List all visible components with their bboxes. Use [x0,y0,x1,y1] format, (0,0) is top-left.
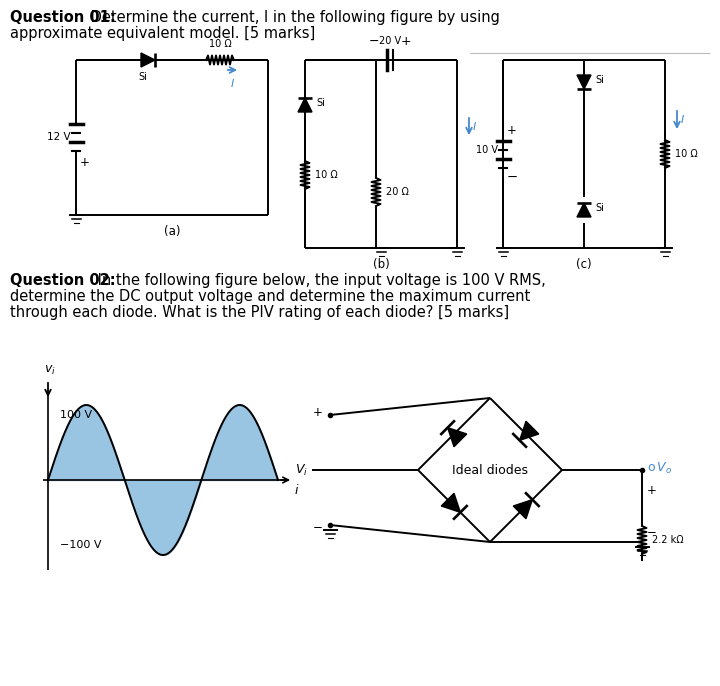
Text: 2.2 kΩ: 2.2 kΩ [652,535,683,545]
Text: I: I [473,122,476,132]
Text: Determine the current, I in the following figure by using: Determine the current, I in the followin… [86,10,500,25]
Text: o$\,V_o$: o$\,V_o$ [647,460,672,475]
Text: 10 Ω: 10 Ω [209,39,231,49]
Polygon shape [441,493,460,512]
Text: (b): (b) [373,258,390,271]
Text: −: − [369,35,379,48]
Text: 20 Ω: 20 Ω [386,187,409,197]
Text: −: − [507,171,518,183]
Text: +: + [647,484,657,497]
Text: determine the DC output voltage and determine the maximum current: determine the DC output voltage and dete… [10,289,530,304]
Polygon shape [141,53,155,67]
Polygon shape [520,421,539,440]
Text: +: + [80,156,90,169]
Text: −: − [647,526,657,539]
Text: 12 V: 12 V [48,132,71,142]
Text: Ideal diodes: Ideal diodes [452,464,528,477]
Text: +: + [313,407,323,420]
Polygon shape [577,203,591,217]
Text: +: + [507,124,517,137]
Text: −100 V: −100 V [60,540,102,550]
Text: 10 Ω: 10 Ω [675,149,698,159]
Text: +: + [401,35,411,48]
Text: Si: Si [595,75,604,85]
Text: 10 Ω: 10 Ω [315,170,338,180]
Text: 100 V: 100 V [60,410,92,420]
Text: 20 V: 20 V [379,36,401,46]
Text: I: I [230,79,233,89]
Polygon shape [513,499,532,519]
Text: 10 V: 10 V [476,145,498,155]
Text: $V_i$: $V_i$ [295,462,308,477]
Text: I: I [681,115,684,125]
Polygon shape [577,75,591,89]
Polygon shape [448,427,467,447]
Text: through each diode. What is the PIV rating of each diode? [5 marks]: through each diode. What is the PIV rati… [10,305,509,320]
Text: (c): (c) [576,258,592,271]
Polygon shape [298,98,312,112]
Text: $v_i$: $v_i$ [44,364,55,377]
Text: Si: Si [316,98,325,108]
Text: Question 01:: Question 01: [10,10,116,25]
Text: approximate equivalent model. [5 marks]: approximate equivalent model. [5 marks] [10,26,315,41]
Text: (a): (a) [163,225,180,238]
Text: In the following figure below, the input voltage is 100 V RMS,: In the following figure below, the input… [93,273,546,288]
Text: −: − [313,521,323,534]
Text: Si: Si [595,203,604,213]
Text: Question 02:: Question 02: [10,273,116,288]
Text: i: i [295,484,299,497]
Text: Si: Si [138,72,148,82]
